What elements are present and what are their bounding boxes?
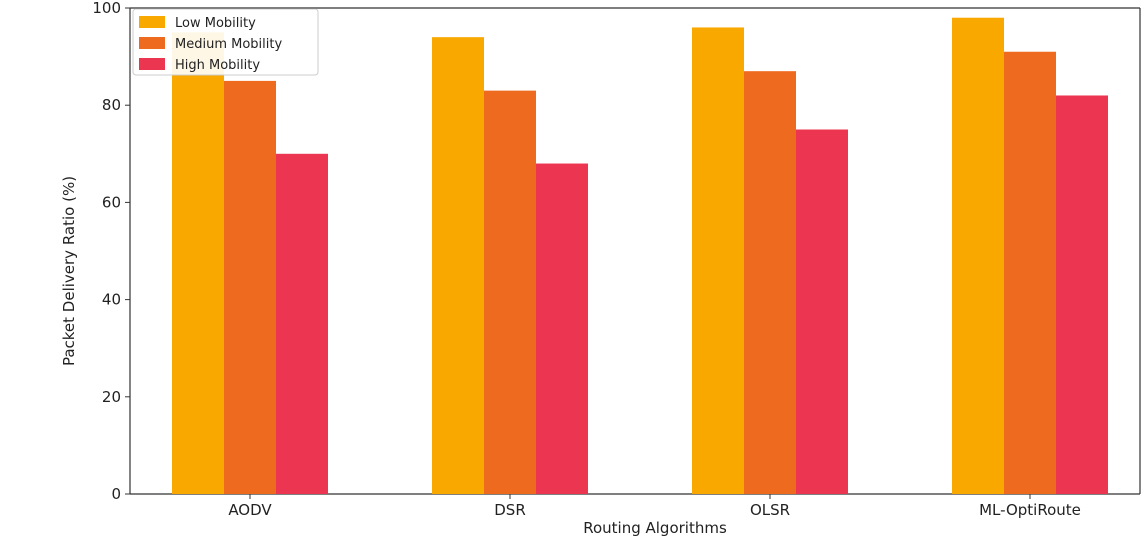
- y-tick-label: 80: [102, 96, 121, 114]
- bar-low-mobility-aodv: [172, 32, 224, 495]
- x-ticks-group: AODV DSR OLSR ML-OptiRoute: [228, 494, 1081, 519]
- x-axis-title: Routing Algorithms: [583, 519, 727, 537]
- legend-label: Low Mobility: [175, 16, 256, 31]
- bars-group: [172, 17, 1108, 495]
- bar-high-mobility-dsr: [536, 163, 588, 494]
- y-tick-label: 60: [102, 193, 121, 211]
- bar-high-mobility-olsr: [796, 129, 848, 494]
- bar-low-mobility-ml-optiroute: [952, 17, 1004, 494]
- y-tick-label: 20: [102, 388, 121, 406]
- bar-medium-mobility-aodv: [224, 80, 276, 495]
- legend-swatch: [139, 37, 165, 49]
- bar-medium-mobility-dsr: [484, 90, 536, 495]
- x-tick-label: AODV: [228, 501, 272, 519]
- bar-medium-mobility-olsr: [744, 71, 796, 495]
- legend-swatch: [139, 58, 165, 70]
- legend-label: High Mobility: [175, 58, 260, 73]
- x-tick-label: DSR: [494, 501, 526, 519]
- bar-high-mobility-ml-optiroute: [1056, 95, 1108, 494]
- x-tick-label: OLSR: [750, 501, 790, 519]
- bar-high-mobility-aodv: [276, 153, 328, 495]
- y-ticks-group: 0 20 40 60 80 100: [92, 0, 130, 503]
- y-tick-label: 40: [102, 291, 121, 309]
- y-axis-title: Packet Delivery Ratio (%): [60, 176, 78, 366]
- legend-swatch: [139, 16, 165, 28]
- legend-label: Medium Mobility: [175, 37, 282, 52]
- bar-medium-mobility-ml-optiroute: [1004, 51, 1056, 495]
- bar-low-mobility-dsr: [432, 37, 484, 494]
- legend-box: [132, 8, 319, 76]
- x-tick-label: ML-OptiRoute: [979, 501, 1081, 519]
- y-tick-label: 0: [111, 485, 121, 503]
- legend: Low Mobility Medium Mobility High Mobility: [132, 8, 319, 76]
- y-tick-label: 100: [92, 0, 121, 17]
- bar-low-mobility-olsr: [692, 27, 744, 494]
